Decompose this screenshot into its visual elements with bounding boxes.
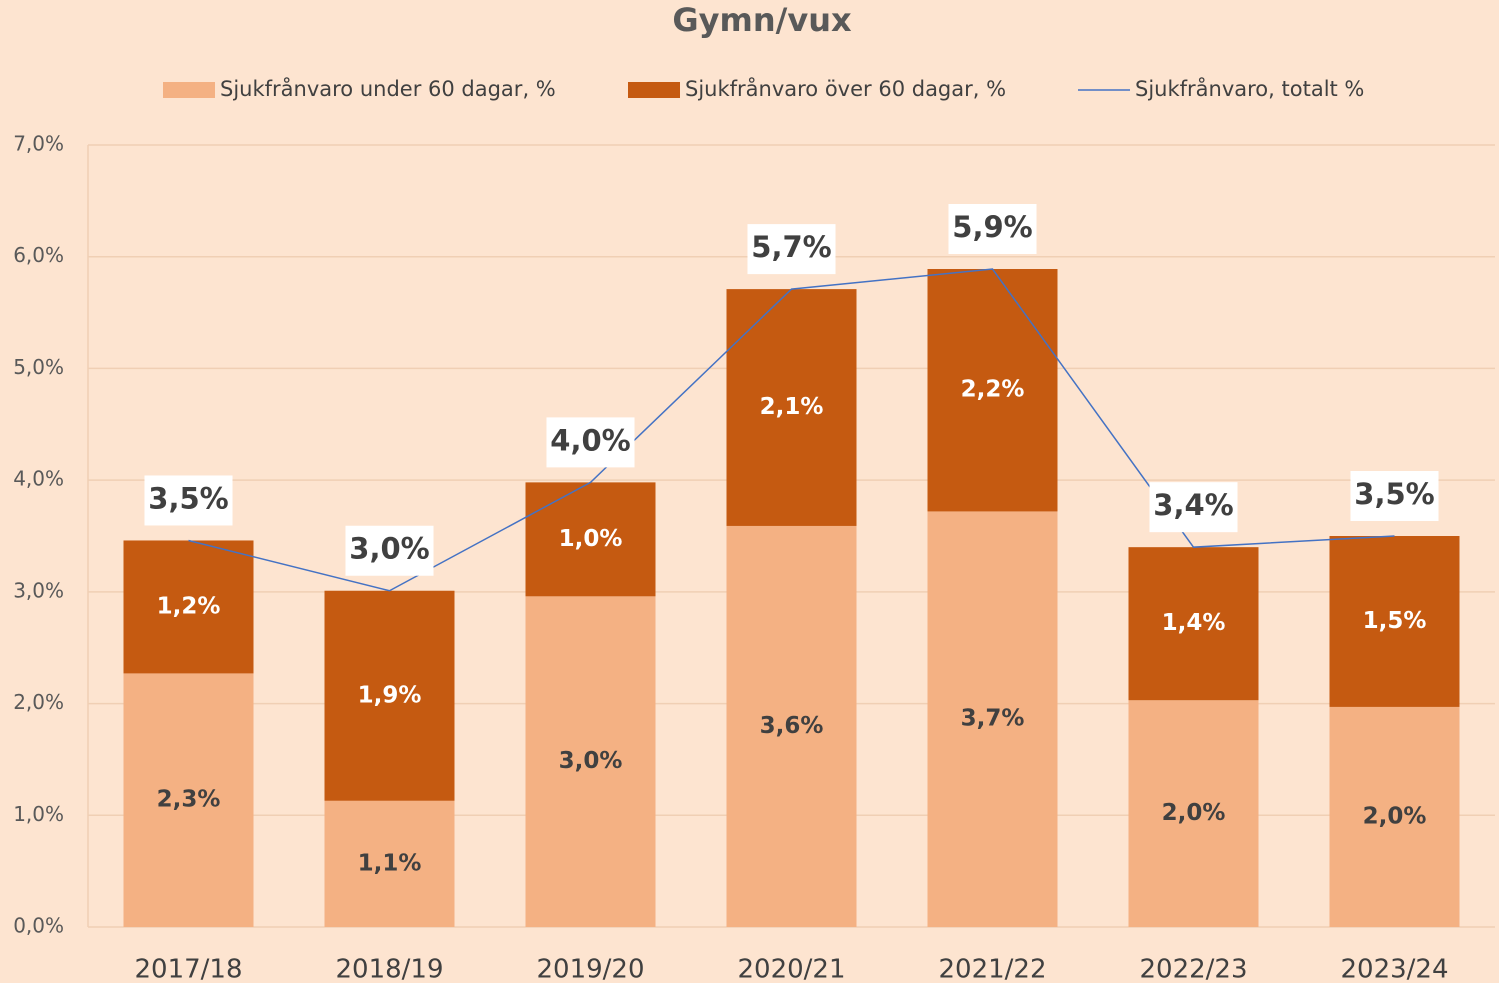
bar-value-label: 3,0% (559, 748, 623, 774)
data-label: 4,0% (550, 423, 630, 457)
x-tick-label: 2021/22 (938, 955, 1046, 983)
data-label-box (546, 417, 635, 468)
legend-label: Sjukfrånvaro över 60 dagar, % (685, 76, 1006, 101)
y-tick-label: 5,0% (13, 355, 64, 379)
data-label: 3,0% (349, 532, 429, 566)
data-label-box (1350, 471, 1439, 521)
y-tick-label: 6,0% (13, 243, 64, 267)
bar-value-label: 3,6% (760, 713, 824, 739)
x-tick-label: 2022/23 (1139, 955, 1247, 983)
bar-value-label: 3,7% (961, 706, 1025, 732)
bar-segment (1329, 536, 1460, 707)
y-tick-label: 1,0% (13, 802, 64, 826)
bar-segment (1128, 700, 1259, 927)
bar-segment (123, 540, 254, 674)
chart-title: Gymn/vux (672, 1, 852, 39)
x-tick-label: 2020/21 (737, 955, 845, 983)
legend-swatch (628, 82, 680, 98)
bar-segment (525, 596, 656, 927)
data-label-box (948, 204, 1037, 255)
y-tick-label: 0,0% (13, 914, 64, 938)
x-tick-label: 2019/20 (536, 955, 644, 983)
bar-segment (726, 289, 857, 526)
bar-value-label: 1,4% (1162, 610, 1226, 636)
bar-segment (726, 525, 857, 927)
bar-value-label: 2,0% (1363, 803, 1427, 829)
bar-value-label: 2,3% (157, 787, 221, 813)
y-tick-label: 3,0% (13, 578, 64, 602)
bar-segment (1128, 547, 1259, 701)
data-label-box (747, 224, 836, 275)
bar-segment (324, 590, 455, 801)
y-tick-label: 7,0% (13, 132, 64, 156)
line (188, 268, 1395, 592)
bar-segment (927, 269, 1058, 512)
data-label: 5,9% (952, 210, 1032, 244)
legend-label: Sjukfrånvaro under 60 dagar, % (220, 76, 556, 101)
bar-segment (123, 673, 254, 927)
bar-segment (927, 511, 1058, 927)
y-tick-label: 4,0% (13, 467, 64, 491)
x-tick-label: 2018/19 (335, 955, 443, 983)
legend-swatch (163, 82, 215, 98)
bar-segment (324, 800, 455, 927)
bar-value-label: 1,1% (358, 850, 422, 876)
bar-segment (1329, 706, 1460, 927)
bar-value-label: 2,0% (1162, 800, 1226, 826)
data-label-box (144, 475, 233, 526)
data-label: 3,5% (1354, 477, 1434, 511)
bar-value-label: 1,9% (358, 682, 422, 708)
x-tick-label: 2017/18 (134, 955, 242, 983)
data-label: 3,4% (1153, 488, 1233, 522)
data-label-box (345, 525, 434, 576)
bar-value-label: 2,1% (760, 394, 824, 420)
data-label-box (1149, 482, 1238, 533)
legend-label: Sjukfrånvaro, totalt % (1135, 76, 1364, 101)
data-label: 3,5% (148, 481, 228, 515)
bar-segment (525, 482, 656, 597)
bar-value-label: 1,2% (157, 593, 221, 619)
y-tick-label: 2,0% (13, 690, 64, 714)
bar-value-label: 1,0% (559, 526, 623, 552)
bar-value-label: 2,2% (961, 377, 1025, 403)
bar-value-label: 1,5% (1363, 608, 1427, 634)
data-label: 5,7% (751, 230, 831, 264)
x-tick-label: 2023/24 (1340, 955, 1448, 983)
